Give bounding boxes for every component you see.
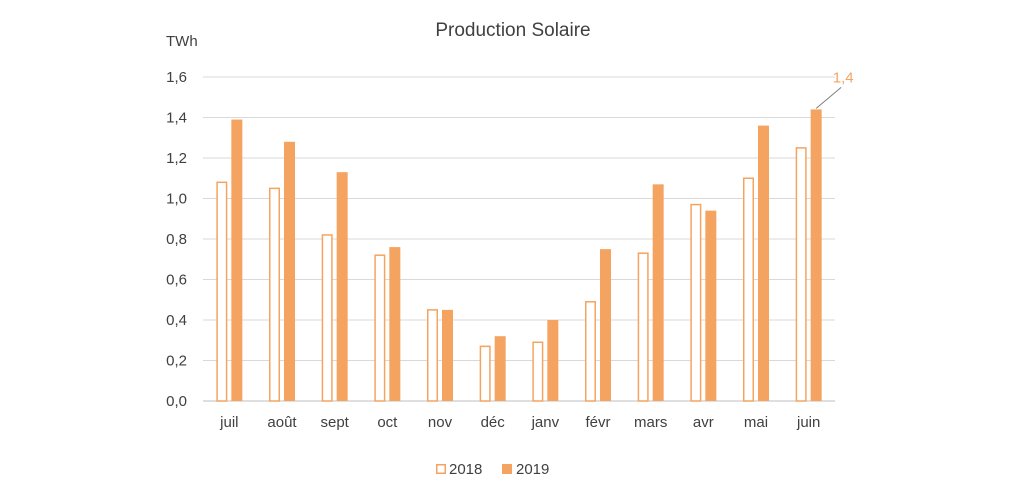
bar-2018 — [637, 252, 649, 402]
bar-2019 — [810, 109, 822, 402]
y-tick-label: 0,6 — [166, 272, 187, 289]
y-tick-label: 1,4 — [166, 110, 187, 127]
x-tick-label: sept — [320, 414, 349, 431]
bar-2019 — [231, 119, 243, 402]
bar-2018 — [585, 301, 596, 402]
bar-2018 — [374, 254, 386, 402]
bar-2018 — [216, 181, 228, 402]
legend: 2018 2019 — [436, 461, 549, 478]
y-tick-label: 0,4 — [166, 312, 187, 329]
bar-2019 — [284, 141, 295, 402]
x-tick-label: mars — [634, 414, 667, 431]
bar-2019 — [547, 320, 559, 401]
x-tick-label: avr — [693, 414, 714, 431]
bar-2018 — [321, 234, 333, 402]
x-tick-label: juin — [796, 414, 820, 431]
gridlines — [203, 76, 835, 402]
bar-2019 — [758, 125, 769, 401]
x-tick-label: août — [267, 414, 297, 431]
bars — [216, 109, 822, 402]
bar-2019 — [442, 309, 453, 401]
x-tick-label: nov — [428, 414, 453, 431]
legend-swatch-2019 — [502, 464, 512, 474]
legend-label-2018: 2018 — [449, 461, 482, 478]
bar-2019 — [600, 249, 611, 401]
bar-2018 — [532, 341, 544, 402]
x-tick-label: mai — [744, 414, 768, 431]
bar-2018 — [269, 187, 280, 402]
y-tick-label: 0,8 — [166, 231, 187, 248]
bar-2018 — [479, 345, 491, 402]
bar-2019 — [705, 210, 717, 401]
bar-2019 — [494, 336, 506, 401]
annotation-leader-line — [815, 87, 842, 109]
bar-2018 — [427, 309, 438, 402]
y-axis-unit-label: TWh — [166, 33, 198, 50]
x-tick-label: juil — [219, 414, 238, 431]
legend-swatch-2018 — [436, 464, 446, 474]
y-tick-label: 0,2 — [166, 353, 187, 370]
chart-title: Production Solaire — [435, 20, 590, 41]
annotation-label: 1,4 — [833, 69, 854, 86]
y-tick-label: 1,2 — [166, 150, 187, 167]
x-tick-label: janv — [531, 414, 560, 431]
x-axis-ticks: juil août sept oct nov déc janv févr mars avr mai j… — [219, 414, 820, 431]
bar-2019 — [389, 247, 401, 401]
y-tick-label: 0,0 — [166, 393, 187, 410]
y-tick-label: 1,0 — [166, 191, 187, 208]
y-tick-label: 1,6 — [166, 69, 187, 86]
bar-2018 — [690, 203, 702, 402]
annotations: 1,4 — [815, 69, 854, 109]
x-tick-label: févr — [585, 414, 610, 431]
bar-2019 — [336, 172, 348, 401]
legend-label-2019: 2019 — [516, 461, 549, 478]
bar-2018 — [743, 177, 754, 402]
bar-2018 — [795, 147, 807, 402]
x-tick-label: déc — [481, 414, 506, 431]
x-tick-label: oct — [377, 414, 398, 431]
y-axis-ticks: 0,0 0,2 0,4 0,6 0,8 1,0 1,2 1,4 1,6 — [166, 69, 187, 410]
bar-2019 — [652, 184, 664, 401]
